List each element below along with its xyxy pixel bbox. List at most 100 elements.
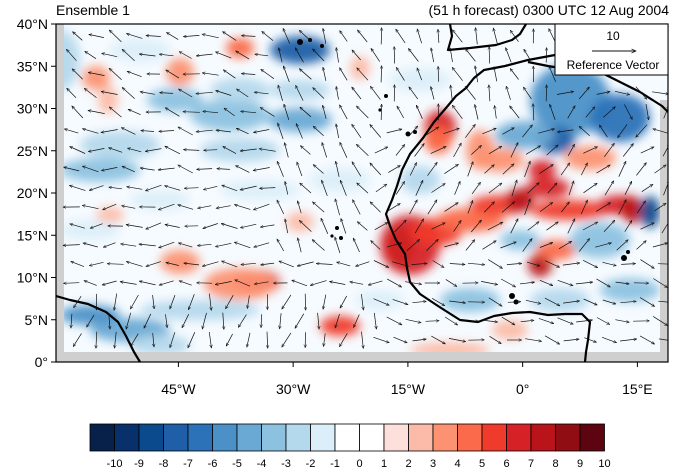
wind-vector xyxy=(653,316,667,325)
wind-vector xyxy=(386,316,402,326)
shading-blob xyxy=(310,168,370,192)
shading-blob xyxy=(286,212,314,232)
wind-vector xyxy=(381,66,382,83)
wind-vector xyxy=(527,222,539,231)
wind-vector xyxy=(396,106,405,119)
shading-blob xyxy=(622,196,642,224)
colorbar-label: -6 xyxy=(208,458,218,470)
wind-vector xyxy=(374,146,388,154)
wind-vector xyxy=(278,85,283,101)
wind-vector xyxy=(300,146,311,155)
colorbar-label: 10 xyxy=(598,458,610,470)
shading-blob xyxy=(528,160,556,180)
wind-vector xyxy=(295,85,304,101)
wind-vector xyxy=(438,29,439,43)
colorbar-label: -10 xyxy=(107,458,123,470)
wind-vector xyxy=(539,243,553,248)
wind-vector xyxy=(392,261,408,267)
shading-blob xyxy=(60,305,120,325)
wind-vector xyxy=(158,167,175,170)
wind-vector xyxy=(178,205,194,210)
wind-vector xyxy=(241,263,256,264)
colorbar-label: 5 xyxy=(479,458,485,470)
wind-vector xyxy=(280,313,282,329)
wind-vector xyxy=(604,181,614,196)
wind-vector xyxy=(103,203,117,210)
wind-vector xyxy=(128,108,141,116)
south-america-coast xyxy=(56,294,141,362)
wind-vector xyxy=(368,280,383,285)
wind-vector xyxy=(561,202,569,213)
right-edge-gray xyxy=(660,100,668,362)
wind-vector xyxy=(453,143,462,158)
wind-vector xyxy=(300,183,312,194)
wind-vector xyxy=(582,259,598,269)
wind-vector xyxy=(208,331,211,348)
wind-vector xyxy=(247,332,251,347)
wind-vector xyxy=(276,239,285,252)
wind-vector xyxy=(179,281,192,286)
wind-vector xyxy=(452,67,463,81)
wind-vector xyxy=(67,88,77,99)
colorbar-label: -8 xyxy=(159,458,169,470)
colorbar-label: 6 xyxy=(503,458,509,470)
shading-blob xyxy=(570,222,630,258)
wind-vector xyxy=(215,281,232,284)
wind-vector xyxy=(465,124,475,138)
wind-vector xyxy=(146,36,161,37)
colorbar-label: 1 xyxy=(381,458,387,470)
wind-vector xyxy=(601,336,617,342)
colorbar-label: 4 xyxy=(454,458,460,470)
wind-vector xyxy=(350,282,364,285)
wind-vector xyxy=(639,297,655,307)
shading-blob xyxy=(506,188,534,212)
wind-vector xyxy=(386,243,402,248)
wind-vector xyxy=(216,205,231,209)
colorbar-swatch xyxy=(579,423,605,452)
wind-vector xyxy=(624,181,633,195)
wind-vector xyxy=(255,54,269,56)
wind-vector xyxy=(322,180,328,197)
wind-vector xyxy=(502,164,514,175)
wind-vector xyxy=(584,337,596,343)
wind-vector xyxy=(109,312,110,329)
wind-vector xyxy=(484,165,495,174)
wind-vector xyxy=(126,262,143,267)
wind-vector xyxy=(495,106,497,119)
wind-vector xyxy=(122,49,135,61)
wind-vector xyxy=(615,281,630,284)
wind-vector xyxy=(599,125,608,138)
wind-vector xyxy=(209,293,211,311)
wind-vector xyxy=(335,313,340,328)
iberia-coast xyxy=(446,24,527,52)
colorbar-label: 0 xyxy=(356,458,362,470)
colorbar-swatch xyxy=(163,423,189,452)
wind-vector xyxy=(238,314,247,328)
wind-vector xyxy=(109,148,123,153)
wind-vector xyxy=(88,110,105,114)
shading-blob xyxy=(60,220,120,240)
wind-vector xyxy=(465,49,476,62)
wind-vector xyxy=(292,280,308,287)
wind-vector xyxy=(576,320,592,323)
shading-blob xyxy=(526,178,570,198)
colorbar-swatch xyxy=(89,423,115,452)
wind-vector xyxy=(203,111,219,112)
wind-vector xyxy=(89,185,104,191)
forecast-time-label: (51 h forecast) 0300 UTC 12 Aug 2004 xyxy=(428,2,669,18)
wind-vector xyxy=(386,129,402,134)
wind-vector xyxy=(352,200,361,215)
wind-vector xyxy=(184,188,199,189)
wind-vector xyxy=(563,301,580,304)
bottom-edge-gray xyxy=(56,352,668,362)
wind-vector xyxy=(241,36,256,37)
wind-vector xyxy=(313,126,324,137)
wind-vector xyxy=(444,316,458,325)
wind-vector xyxy=(159,241,175,248)
wind-vector xyxy=(500,278,515,288)
wind-vector xyxy=(427,200,437,215)
wind-vector xyxy=(567,219,576,234)
wind-vector xyxy=(580,163,588,176)
wind-vector xyxy=(624,104,633,120)
wind-vector xyxy=(356,144,369,156)
